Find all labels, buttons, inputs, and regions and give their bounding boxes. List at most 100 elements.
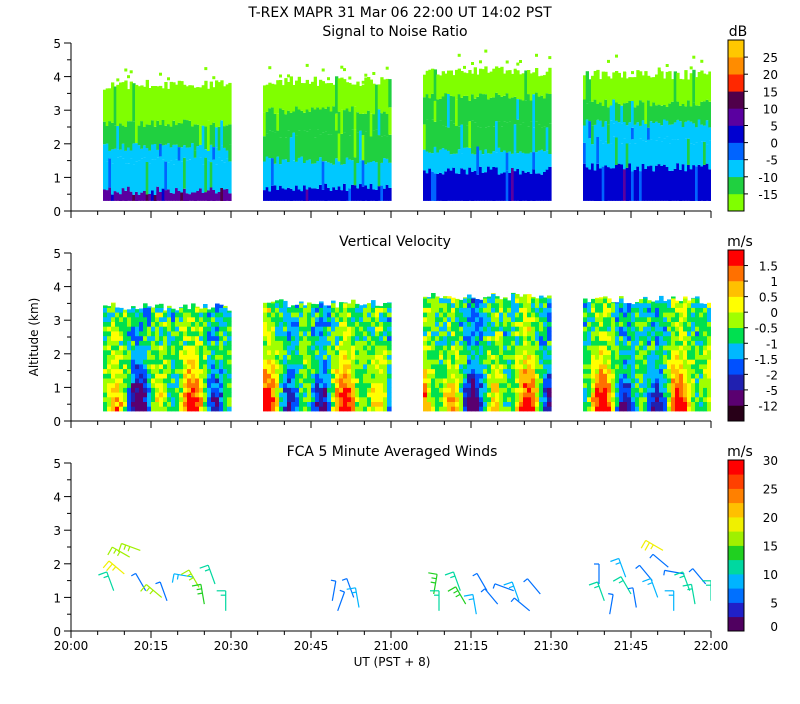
snr-cell — [143, 88, 147, 127]
vv-cell — [691, 312, 696, 318]
vv-cell — [207, 335, 212, 341]
vv-cell — [227, 321, 232, 327]
vv-cell — [423, 382, 428, 388]
vv-cell — [195, 312, 200, 318]
snr-cell — [623, 138, 627, 170]
vv-cell — [335, 373, 340, 379]
snr-cell — [364, 185, 368, 201]
vv-cell — [187, 312, 192, 318]
vv-cell — [691, 331, 696, 337]
vv-cell — [459, 363, 464, 370]
vv-cell — [311, 373, 316, 379]
snr-cell — [300, 156, 304, 192]
vv-cell — [507, 392, 512, 398]
snr-cell — [583, 75, 587, 100]
vv-cell — [183, 368, 188, 374]
vv-cell — [435, 406, 440, 412]
snr-cell — [457, 53, 461, 57]
vv-cell — [387, 382, 392, 388]
vv-cell — [123, 340, 128, 346]
vv-cell — [595, 349, 600, 355]
vv-cell — [131, 316, 136, 322]
snr-cell — [548, 67, 552, 94]
vv-cell — [531, 368, 536, 374]
vv-cell — [379, 354, 384, 360]
wind-barb-flag — [196, 588, 202, 591]
vv-cell — [535, 392, 540, 398]
vv-cell — [163, 331, 168, 337]
vv-cell — [379, 316, 384, 322]
vv-cell — [179, 373, 184, 379]
snr-cell — [201, 193, 205, 201]
colorbar-label: 15 — [763, 85, 778, 99]
vv-cell — [127, 335, 132, 341]
vv-cell — [171, 378, 176, 384]
vv-cell — [219, 326, 224, 332]
snr-cell — [497, 147, 501, 175]
vv-cell — [599, 349, 604, 355]
vv-cell — [443, 354, 448, 360]
wind-barb — [207, 564, 216, 585]
vv-cell — [499, 382, 504, 388]
vv-cell — [447, 373, 452, 379]
vv-cell — [667, 335, 672, 341]
vv-cell — [295, 335, 300, 341]
vv-cell — [599, 368, 604, 374]
snr-cell — [121, 82, 125, 126]
vv-cell — [515, 401, 520, 407]
vv-cell — [467, 406, 472, 412]
vv-cell — [383, 340, 388, 346]
snr-cell — [684, 70, 688, 107]
vv-cell — [643, 312, 648, 318]
snr-cell — [583, 99, 587, 126]
vv-cell — [443, 340, 448, 346]
colorbar-label: -10 — [758, 171, 778, 185]
snr-cell — [281, 159, 285, 189]
vv-cell — [631, 316, 636, 322]
vv-cell — [671, 326, 676, 332]
vv-cell — [523, 298, 528, 304]
snr-cell — [460, 168, 464, 201]
vv-cell — [363, 331, 368, 337]
vv-cell — [587, 326, 592, 332]
vv-cell — [543, 340, 548, 346]
vv-cell — [111, 331, 116, 337]
vv-cell — [543, 359, 548, 365]
vv-cell — [227, 331, 232, 337]
snr-cell — [644, 141, 648, 169]
snr-cell — [361, 186, 365, 201]
vv-cell — [651, 321, 656, 327]
vv-cell — [595, 382, 600, 388]
vv-cell — [451, 396, 456, 402]
snr-cell — [225, 150, 229, 159]
vv-cell — [387, 345, 392, 351]
vv-cell — [531, 396, 536, 402]
snr-cell — [164, 144, 168, 162]
vv-cell — [291, 396, 296, 402]
snr-cell — [644, 71, 648, 102]
vv-cell — [355, 406, 360, 412]
vv-cell — [119, 345, 124, 351]
vv-cell — [131, 396, 136, 402]
snr-cell — [228, 82, 232, 125]
vv-cell — [155, 392, 160, 398]
vv-cell — [675, 321, 680, 327]
vv-cell — [667, 406, 672, 412]
vv-cell — [271, 345, 276, 351]
vv-cell — [143, 303, 148, 308]
vv-cell — [315, 387, 320, 393]
vv-cell — [531, 359, 536, 365]
snr-cell — [367, 162, 371, 189]
vv-cell — [327, 326, 332, 332]
colorbar-swatch — [728, 488, 744, 504]
vv-cell — [187, 382, 192, 388]
vv-cell — [699, 335, 704, 341]
vv-cell — [351, 299, 356, 304]
vv-cell — [375, 354, 380, 360]
vv-cell — [451, 368, 456, 374]
vv-cell — [591, 321, 596, 327]
vv-cell — [331, 349, 336, 355]
vv-cell — [667, 326, 672, 332]
vv-cell — [203, 304, 208, 308]
snr-cell — [617, 72, 621, 104]
